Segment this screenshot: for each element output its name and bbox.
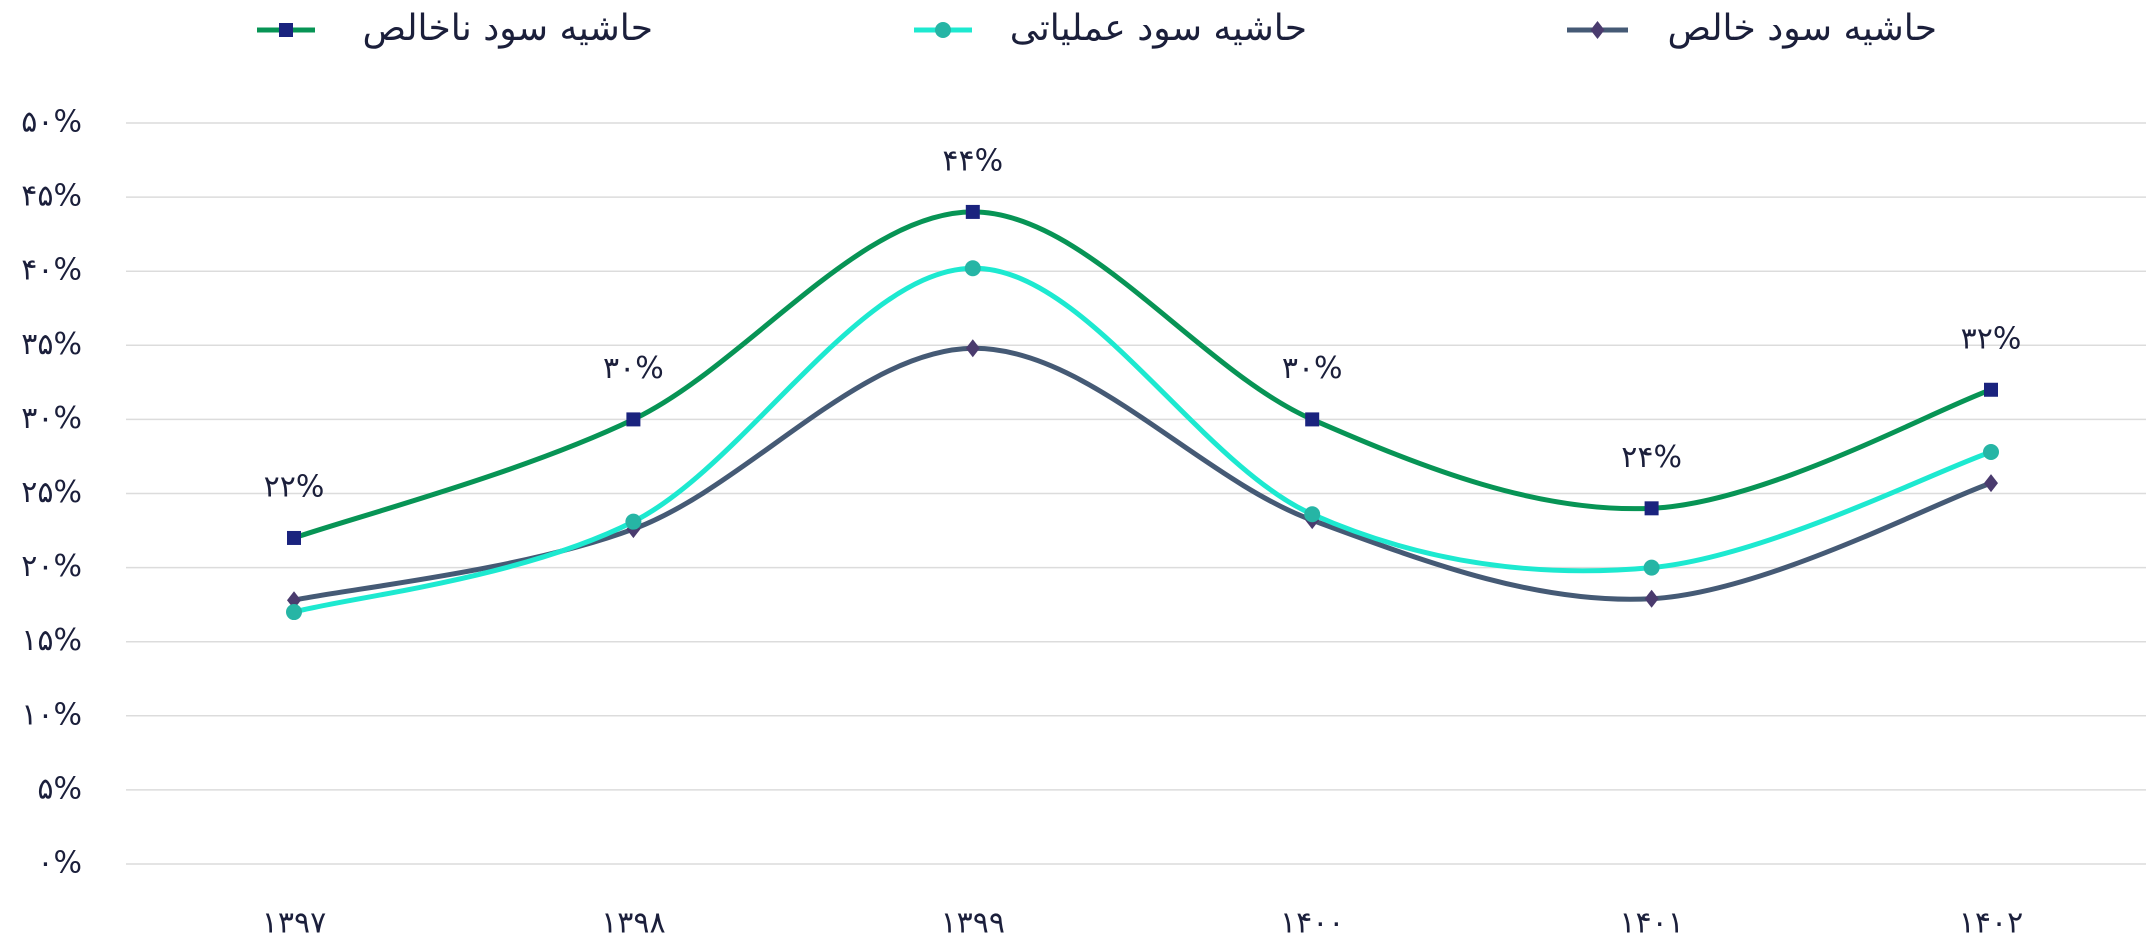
data-label: ۴۴% (942, 143, 1003, 178)
legend-marker (1591, 21, 1605, 39)
y-tick-label: ۱۵% (21, 623, 82, 658)
marker (1645, 590, 1659, 608)
marker (625, 514, 641, 530)
x-tick-label: ۱۳۹۷ (262, 906, 326, 940)
y-tick-label: ۴۰% (21, 253, 82, 288)
x-tick-label: ۱۴۰۱ (1619, 906, 1683, 940)
legend-marker (935, 22, 951, 38)
data-label: ۳۲% (1961, 321, 2022, 356)
y-tick-label: ۳۰% (21, 401, 82, 436)
y-tick-label: ۵% (37, 771, 82, 806)
marker (966, 339, 980, 357)
legend-marker (279, 23, 293, 37)
data-label: ۳۰% (1282, 351, 1343, 386)
x-tick-label: ۱۴۰۰ (1280, 906, 1344, 940)
marker (965, 260, 981, 276)
page: ۰% ۵% ۱۰% ۱۵% ۲۰% ۲۵% ۳۰% ۳۵% ۴۰% ۴۵% ۵۰% ۱۳۹۷ ۱۳۹۸ ۱… (0, 0, 2146, 940)
y-tick-label: ۵۰% (21, 105, 82, 140)
marker (626, 412, 640, 426)
data-label: ۳۰% (603, 351, 664, 386)
data-label: ۲۴% (1621, 440, 1682, 475)
legend-label: حاشیه سود عملیاتی (1010, 8, 1307, 49)
y-tick-label: ۲۰% (21, 549, 82, 584)
marker (1645, 501, 1659, 515)
marker (1984, 383, 1998, 397)
x-tick-label: ۱۳۹۹ (941, 906, 1005, 940)
series-line (294, 348, 1991, 600)
marker (1304, 506, 1320, 522)
marker (1305, 412, 1319, 426)
chart: ۰% ۵% ۱۰% ۱۵% ۲۰% ۲۵% ۳۰% ۳۵% ۴۰% ۴۵% ۵۰% ۱۳۹۷ ۱۳۹۸ ۱… (0, 0, 2146, 940)
series-line (294, 268, 1991, 612)
marker (966, 205, 980, 219)
y-tick-label: ۱۰% (21, 697, 82, 732)
x-tick-label: ۱۳۹۸ (601, 906, 665, 940)
data-label: ۲۲% (264, 469, 325, 504)
x-tick-label: ۱۴۰۲ (1959, 906, 2023, 940)
legend-label: حاشیه سود ناخالص (362, 8, 653, 49)
legend-label: حاشیه سود خالص (1667, 8, 1937, 49)
y-tick-label: ۲۵% (21, 475, 82, 510)
marker (287, 531, 301, 545)
y-tick-label: ۴۵% (21, 179, 82, 214)
marker (1984, 474, 1998, 492)
marker (286, 604, 302, 620)
marker (1983, 444, 1999, 460)
y-tick-label: ۳۵% (21, 327, 82, 362)
y-tick-label: ۰% (37, 846, 82, 881)
marker (1644, 560, 1660, 576)
